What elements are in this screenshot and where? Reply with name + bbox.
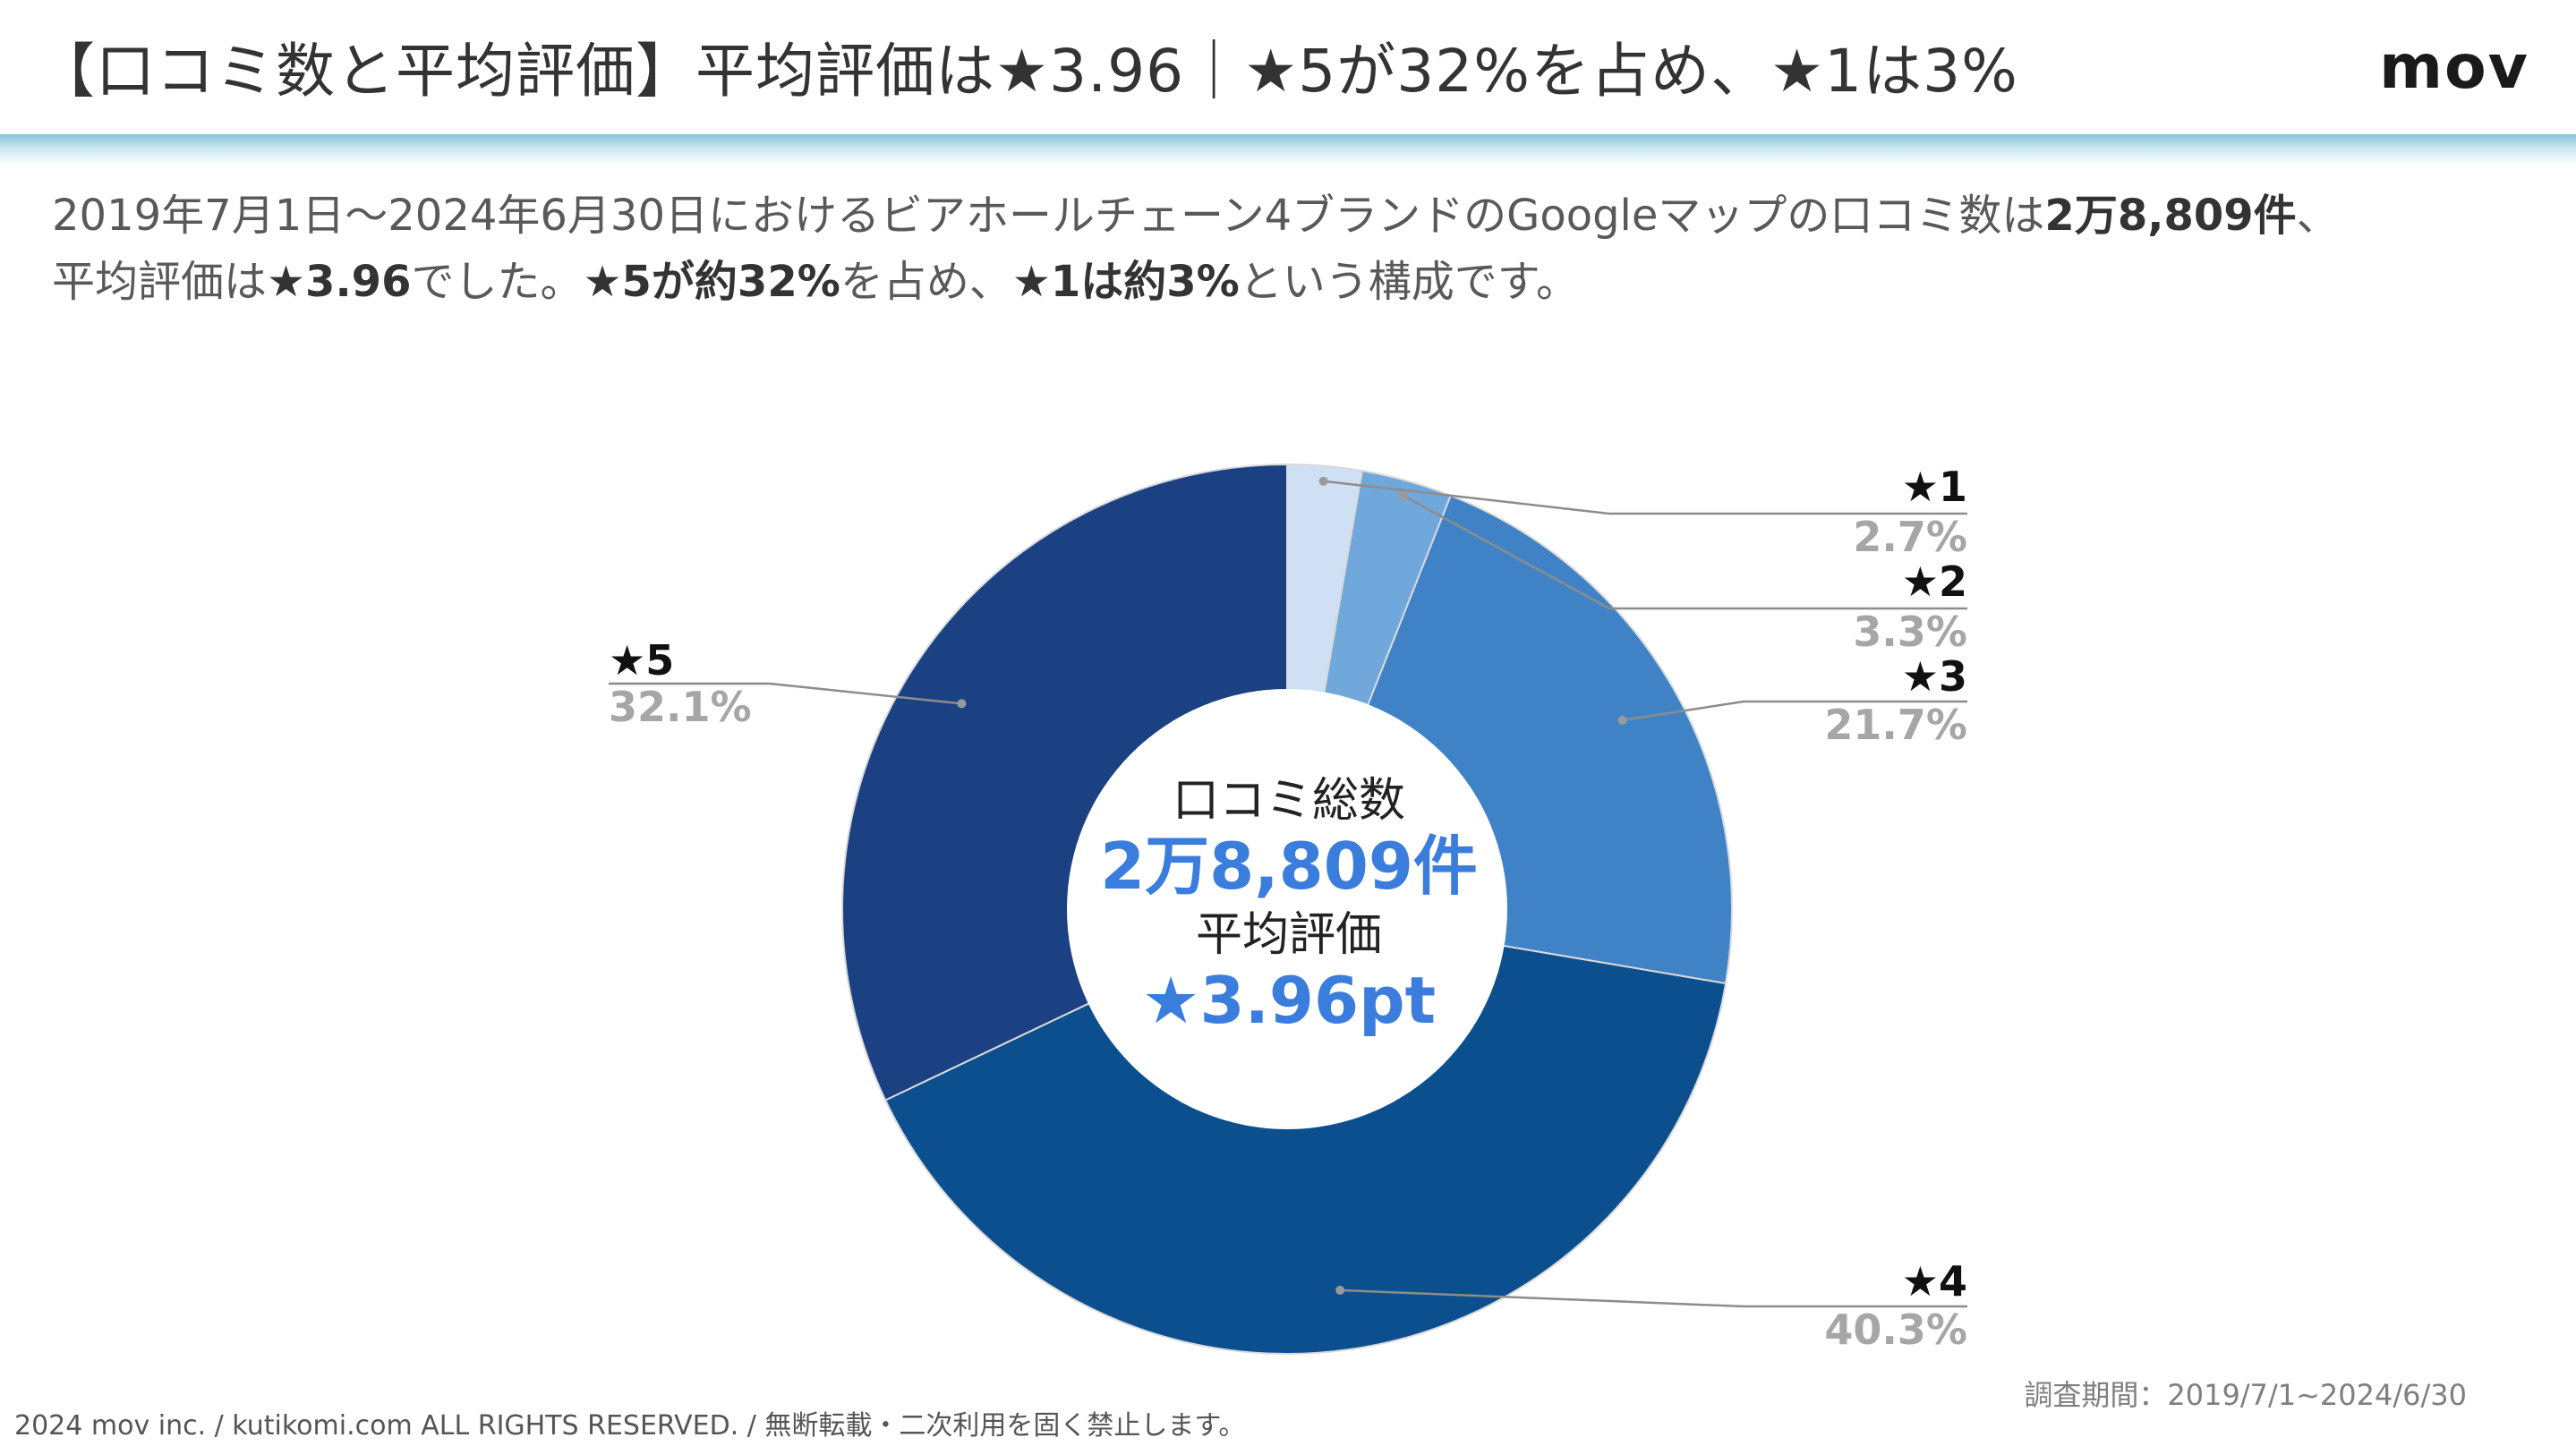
leader-line-3 [1622, 700, 1967, 722]
slice-name-label-4: ★4 [1902, 1257, 1967, 1306]
page-title: 【口コミ数と平均評価】平均評価は★3.96｜★5が32%を占め、★1は3% [36, 37, 2018, 106]
survey-period: 調査期間：2019/7/1~2024/6/30 [2024, 1378, 2467, 1412]
slice-value-label-1: 2.7% [1853, 513, 1967, 561]
slice-name-label-5: ★5 [609, 636, 674, 685]
leader-line-1 [1323, 480, 1967, 515]
leader-dot-4 [1335, 1285, 1345, 1295]
donut-hole [1067, 689, 1507, 1129]
slice-name-label-1: ★1 [1902, 463, 1967, 511]
leader-line-2 [1402, 494, 1967, 610]
lead-text-part: という構成です。 [1239, 257, 1579, 307]
lead-text-bold: ★1は約3% [1011, 257, 1240, 307]
header: 【口コミ数と平均評価】平均評価は★3.96｜★5が32%を占め、★1は3% mo… [0, 0, 2576, 134]
leader-dot-2 [1398, 490, 1408, 500]
slice-name-label-2: ★2 [1902, 557, 1967, 606]
lead-text-part: 、 [2296, 191, 2340, 241]
leader-line-5 [609, 682, 962, 705]
slice-labels: ★12.7%★23.3%★321.7% ★440.3% ★532.1% [609, 463, 1967, 1354]
lead-text-bold: ★3.96 [267, 257, 412, 307]
leader-line-4 [1340, 1289, 1967, 1308]
donut-slice-4 [883, 907, 1727, 1355]
lead-text-part: を占め、 [840, 257, 1012, 307]
slice-name-label-3: ★3 [1902, 652, 1967, 701]
slice-value-label-2: 3.3% [1853, 608, 1967, 656]
lead-text: 2019年7月1日〜2024年6月30日におけるビアホールチェーン4ブランドのG… [52, 183, 2540, 315]
mov-logo: mov [2379, 32, 2529, 103]
center-summary: 口コミ総数 2万8,809件 平均評価 ★3.96pt [1100, 774, 1478, 1038]
lead-text-part: 平均評価は [52, 257, 268, 307]
lead-text-part: 2019年7月1日〜2024年6月30日におけるビアホールチェーン4ブランドのG… [52, 191, 2045, 241]
center-label-total: 口コミ総数 [1173, 774, 1405, 828]
center-value-average: ★3.96pt [1142, 963, 1436, 1038]
copyright-footer: 2024 mov inc. / kutikomi.com ALL RIGHTS … [14, 1410, 1246, 1442]
slice-value-label-5: 32.1% [609, 683, 752, 731]
lead-text-bold: 2万8,809件 [2044, 191, 2297, 241]
lead-text-part: でした。 [411, 257, 584, 307]
leader-dot-5 [957, 699, 967, 709]
leader-dot-1 [1318, 476, 1328, 486]
leader-lines [609, 476, 1967, 1308]
lead-text-bold: ★5が約32% [583, 257, 840, 307]
header-gradient-band [0, 134, 2576, 165]
center-value-total: 2万8,809件 [1100, 829, 1478, 904]
slice-value-label-4: 40.3% [1824, 1306, 1967, 1354]
center-label-average: 平均評価 [1196, 908, 1382, 962]
slice-value-label-3: 21.7% [1824, 701, 1967, 749]
donut-slices [841, 463, 1733, 1355]
leader-dot-3 [1617, 715, 1627, 725]
